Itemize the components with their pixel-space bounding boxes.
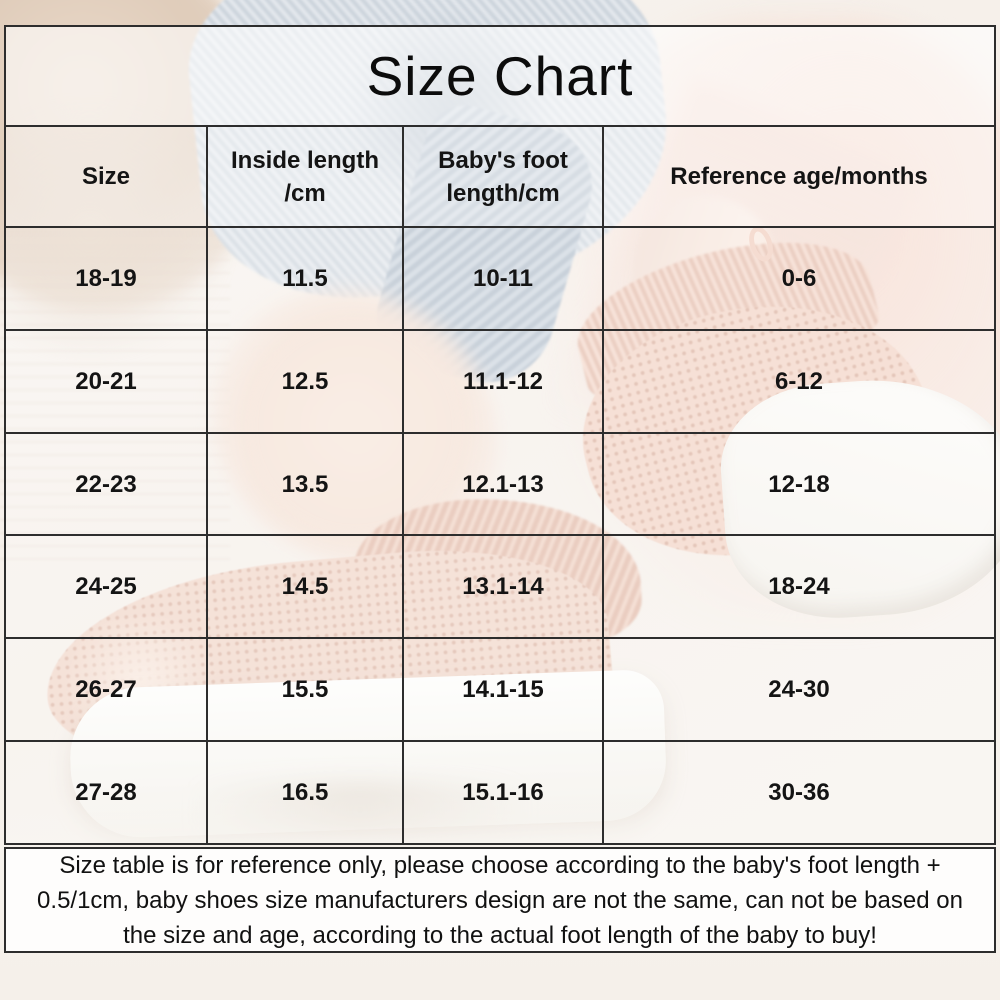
table-cell-reference-age: 30-36 — [768, 779, 830, 807]
table-cell-inside-length: 16.5 — [208, 742, 404, 843]
column-header-inside-length: Inside length /cm — [208, 127, 404, 226]
table-cell-size: 26-27 — [6, 639, 208, 741]
table-cell-size: 27-28 — [6, 742, 208, 843]
table-cell-inside-length: 12.5 — [208, 330, 404, 432]
table-cell-inside-length: 14.5 — [208, 536, 404, 638]
disclaimer-line: Size table is for reference only, please… — [59, 851, 941, 879]
beige-blanket-texture — [0, 110, 230, 350]
table-cell-foot-length: 10-11 — [404, 228, 604, 329]
table-cell-reference-age: 24-30 — [768, 676, 830, 704]
table-row: 27-28 16.5 15.1-16 30-36 — [6, 742, 994, 843]
table-cell-reference-age: 6-12 — [774, 367, 824, 395]
page-title: Size Chart — [6, 27, 994, 127]
table-cell-size: 20-21 — [6, 330, 208, 432]
table-cell-inside-length: 11.5 — [208, 228, 404, 329]
disclaimer-line: 0.5/1cm, baby shoes size manufacturers d… — [37, 886, 963, 914]
table-cell-reference-age: 18-24 — [768, 573, 830, 601]
table-header-row: Size Inside length /cm Baby's foot lengt… — [6, 127, 994, 228]
table-cell-size: 18-19 — [6, 228, 208, 329]
column-header-foot-length: Baby's foot length/cm — [404, 127, 604, 226]
table-row: 26-27 15.5 14.1-15 24-30 — [6, 639, 994, 743]
disclaimer-note: Size table is for reference only, please… — [4, 847, 996, 953]
table-row: 20-21 12.5 11.1-12 6-12 — [6, 330, 994, 434]
table-row: 22-23 13.5 12.1-13 12-18 — [6, 433, 994, 537]
disclaimer-line: the size and age, according to the actua… — [123, 921, 877, 949]
table-cell-inside-length: 13.5 — [208, 433, 404, 535]
column-header-reference-age: Reference age/months — [670, 163, 928, 190]
table-cell-size: 24-25 — [6, 536, 208, 638]
size-chart-table: Size Chart Size Inside length /cm Baby's… — [4, 25, 996, 845]
table-cell-size: 22-23 — [6, 433, 208, 535]
table-cell-foot-length: 12.1-13 — [404, 433, 604, 535]
knit-bedding-texture — [0, 230, 230, 560]
table-cell-foot-length: 13.1-14 — [404, 536, 604, 638]
table-cell-reference-age: 0-6 — [781, 264, 817, 292]
page-title-text: Size Chart — [366, 45, 634, 107]
table-cell-reference-age: 12-18 — [768, 470, 830, 498]
table-cell-inside-length: 15.5 — [208, 639, 404, 741]
table-row: 18-19 11.5 10-11 0-6 — [6, 228, 994, 331]
table-cell-foot-length: 11.1-12 — [404, 330, 604, 432]
table-cell-foot-length: 14.1-15 — [404, 639, 604, 741]
table-row: 24-25 14.5 13.1-14 18-24 — [6, 536, 994, 640]
column-header-size: Size — [6, 127, 208, 226]
table-cell-foot-length: 15.1-16 — [404, 742, 604, 843]
